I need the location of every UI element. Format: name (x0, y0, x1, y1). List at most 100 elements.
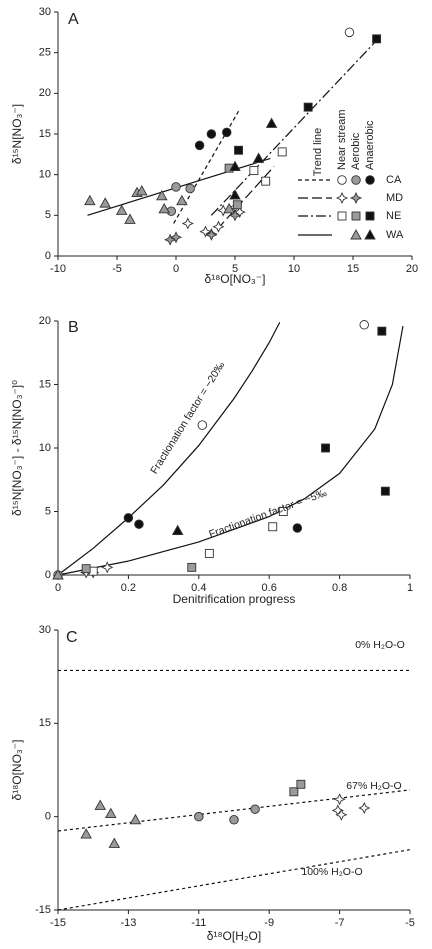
point (261, 176, 271, 186)
x-axis-label: Denitrification progress (173, 592, 296, 606)
point (249, 166, 259, 176)
point (377, 326, 387, 336)
x-tick-label: 0.4 (191, 582, 206, 594)
x-tick-label: -11 (191, 917, 206, 929)
point (223, 202, 235, 214)
legend-marker (351, 175, 361, 185)
x-tick-label: 0.8 (332, 582, 347, 594)
point (206, 129, 217, 139)
point (265, 117, 278, 128)
x-tick-label: 15 (347, 263, 359, 275)
panel-label: A (68, 11, 79, 28)
point (205, 228, 218, 241)
point (321, 443, 330, 453)
point (101, 561, 114, 574)
point (123, 513, 134, 523)
y-tick-label: 20 (39, 87, 51, 99)
point (197, 420, 208, 430)
y-axis-label: δ¹⁵N[NO₃⁻] (10, 104, 24, 164)
point (344, 27, 355, 38)
y-tick-label: 0 (45, 811, 51, 823)
legend-marker (365, 211, 375, 221)
x-tick-label: -13 (120, 917, 136, 929)
point (250, 804, 260, 814)
point (221, 127, 232, 138)
legend-column: Aerobic (350, 132, 362, 170)
y-tick-label: 5 (45, 505, 51, 517)
point (134, 519, 144, 529)
point (372, 34, 382, 44)
point (164, 233, 177, 246)
trend-line (57, 321, 281, 576)
panel-label: B (68, 319, 79, 336)
trend-line (216, 166, 275, 230)
y-tick-label: 5 (45, 209, 51, 221)
x-tick-label: -10 (50, 263, 66, 275)
x-tick-label: 20 (406, 263, 418, 275)
legend-label: NE (386, 210, 401, 222)
y-tick-label: 20 (39, 315, 51, 327)
y-tick-label: 10 (39, 442, 51, 454)
legend-marker (337, 211, 347, 221)
point (171, 524, 184, 535)
point (232, 200, 242, 210)
point (169, 231, 183, 244)
legend-marker (335, 191, 349, 205)
point (303, 102, 313, 112)
point (278, 507, 288, 516)
y-tick-label: 15 (39, 378, 51, 390)
x-tick-label: 1 (407, 582, 413, 594)
point (277, 147, 287, 157)
trend-line (57, 325, 404, 576)
annotation: 100% H₂O-O (301, 866, 362, 878)
point (181, 217, 194, 230)
point (158, 202, 170, 214)
annotation: Fractionation factor = −20‰ (148, 359, 227, 476)
x-tick-label: -7 (335, 917, 345, 929)
point (136, 185, 148, 196)
x-tick-label: -5 (112, 263, 122, 275)
point (171, 182, 181, 192)
y-tick-label: -15 (35, 904, 51, 916)
point (115, 204, 128, 215)
y-axis-label: δ¹⁵N[NO₃⁻] - δ¹⁵N[NO₃⁻]⁰ (10, 380, 24, 516)
annotation: 67% H₂O-O (346, 780, 401, 792)
legend-marker (350, 229, 362, 240)
annotation: Fractionation factor = −5‰ (207, 487, 328, 541)
point (124, 213, 136, 224)
point (94, 799, 107, 810)
x-axis-label: δ¹⁸O[H₂O] (207, 929, 261, 943)
legend-marker (349, 191, 363, 205)
point (234, 145, 243, 155)
point (229, 160, 241, 171)
x-tick-label: -9 (264, 917, 274, 929)
x-tick-label: -15 (50, 917, 66, 929)
point (194, 811, 204, 822)
y-tick-label: 15 (39, 717, 51, 729)
legend-column: Anaerobic (364, 120, 376, 170)
point (81, 564, 91, 574)
point (229, 815, 239, 825)
y-tick-label: 0 (45, 569, 51, 581)
annotation: 0% H₂O-O (355, 639, 405, 651)
point (176, 194, 188, 206)
point (194, 140, 205, 151)
y-tick-label: 25 (39, 47, 51, 59)
x-axis-label: δ¹⁸O[NO₃⁻] (205, 272, 266, 286)
y-tick-label: 10 (39, 169, 51, 181)
point (199, 225, 212, 238)
point (80, 828, 92, 839)
point (296, 779, 306, 789)
point (252, 152, 265, 163)
point (99, 197, 111, 208)
trend-line (57, 789, 411, 832)
x-tick-label: 0.2 (121, 582, 136, 594)
point (229, 189, 241, 200)
point (233, 206, 246, 219)
legend-label: MD (386, 192, 403, 204)
point (228, 209, 242, 222)
x-tick-label: 10 (288, 263, 300, 275)
trend-line (210, 40, 378, 216)
legend-marker (364, 229, 376, 240)
